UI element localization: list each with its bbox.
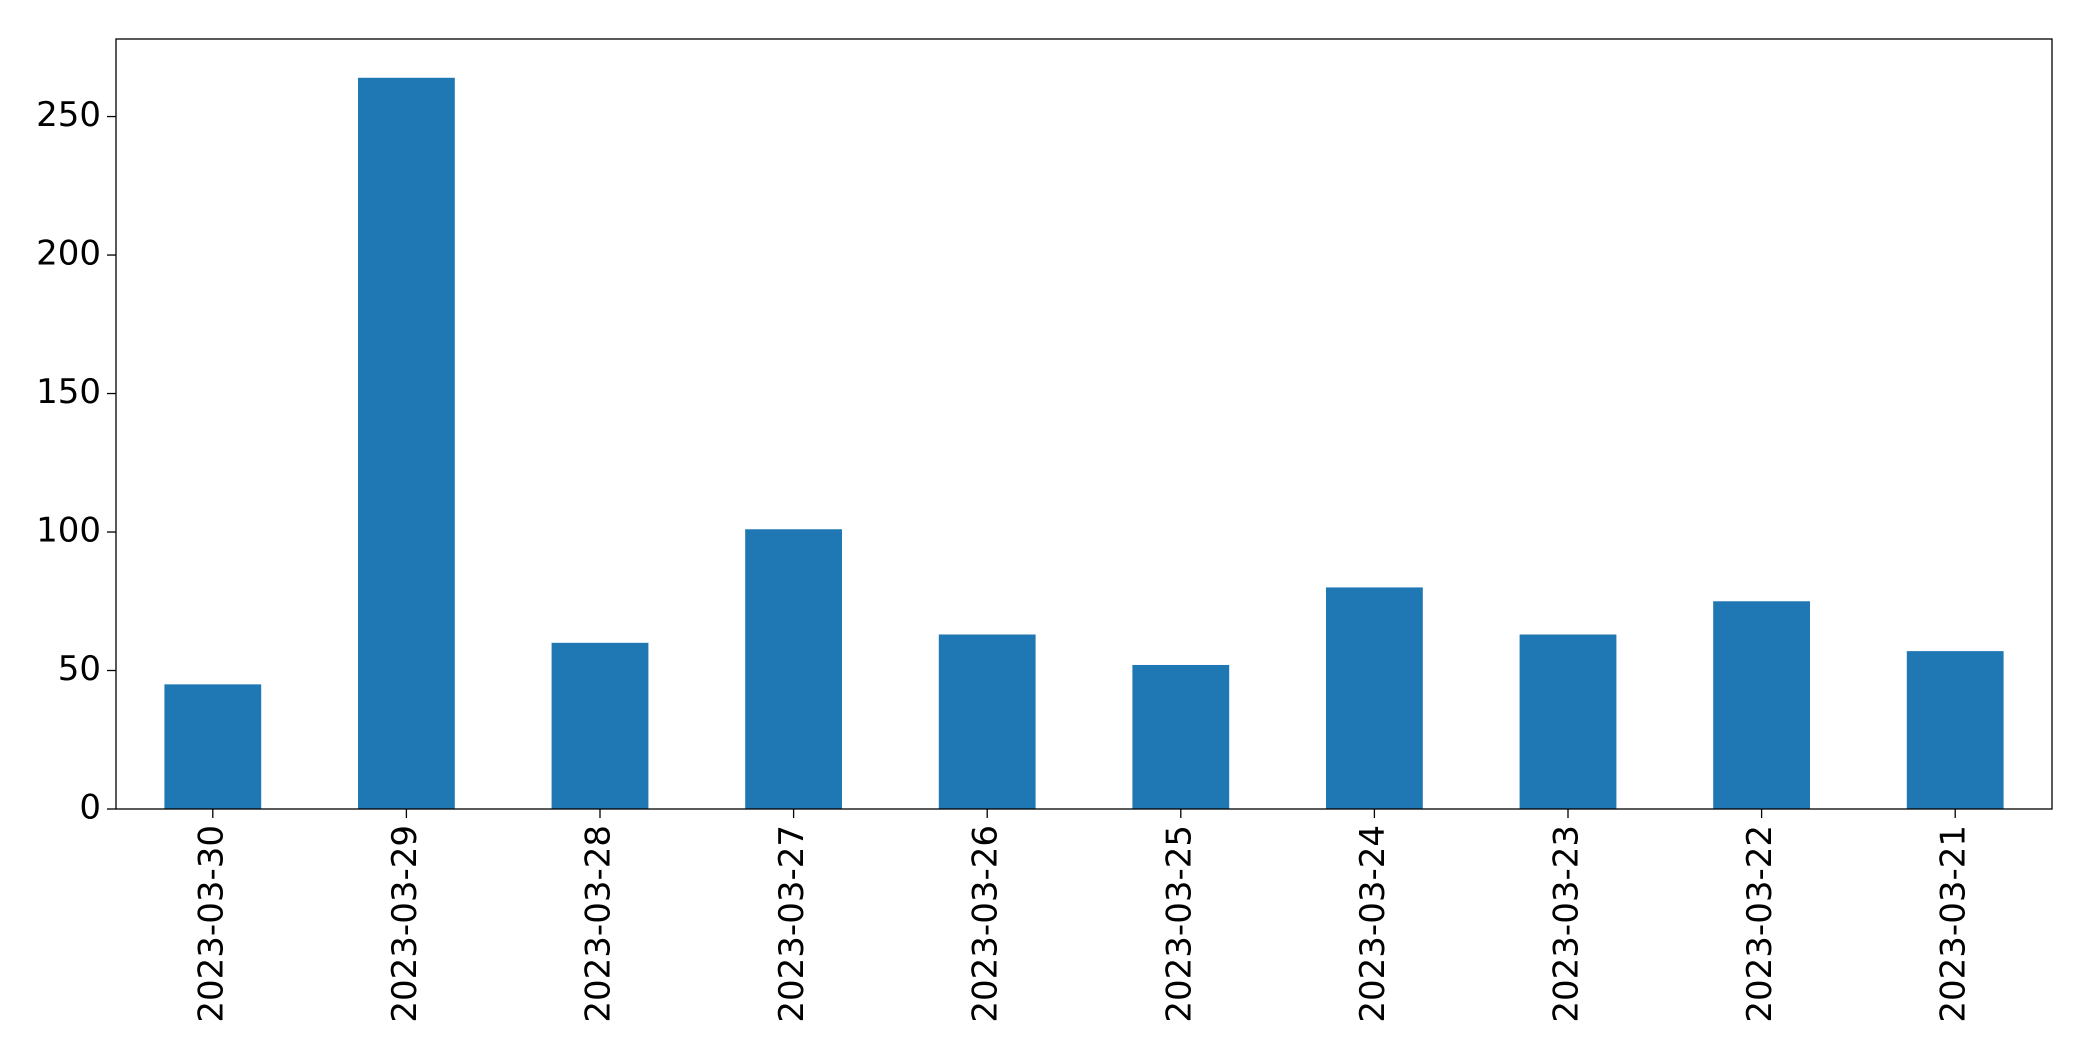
x-tick-label: 2023-03-27 (772, 825, 812, 1023)
x-tick-label: 2023-03-29 (385, 825, 425, 1023)
bar (1132, 664, 1230, 809)
x-tick-label: 2023-03-21 (1934, 825, 1974, 1023)
bar (1519, 634, 1617, 809)
bar (745, 529, 842, 809)
y-tick-label: 150 (36, 372, 101, 412)
bar (551, 642, 649, 809)
plot-frame (115, 38, 2053, 810)
bar (164, 684, 262, 809)
y-tick-label: 250 (36, 95, 101, 135)
y-tick-label: 100 (36, 511, 101, 551)
x-tick-label: 2023-03-25 (1159, 825, 1199, 1023)
bar (358, 77, 455, 809)
bar (938, 634, 1036, 809)
y-tick-label: 0 (79, 788, 101, 828)
x-tick-label: 2023-03-26 (966, 825, 1006, 1023)
bar (1326, 587, 1423, 809)
x-tick-label: 2023-03-28 (579, 825, 619, 1023)
bar (1713, 601, 1810, 809)
y-tick-label: 200 (36, 234, 101, 274)
x-tick-label: 2023-03-22 (1740, 825, 1780, 1023)
x-tick-label: 2023-03-30 (191, 825, 231, 1023)
x-tick-label: 2023-03-24 (1353, 825, 1393, 1023)
x-tick-label: 2023-03-23 (1547, 825, 1587, 1023)
y-tick-label: 50 (58, 649, 101, 689)
bar (1906, 651, 2004, 809)
